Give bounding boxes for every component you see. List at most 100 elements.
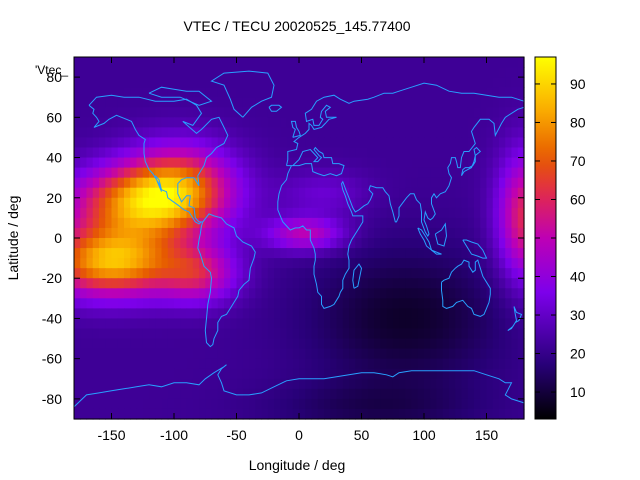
heatmap-cell [142, 328, 150, 340]
heatmap-cell [336, 388, 344, 400]
heatmap-cell [399, 157, 406, 169]
heatmap-cell [442, 328, 450, 340]
heatmap-cell [280, 207, 288, 219]
heatmap-cell [80, 318, 88, 330]
heatmap-cell [342, 187, 350, 199]
heatmap-cell [86, 167, 94, 179]
heatmap-cell [386, 147, 394, 159]
heatmap-cell [392, 278, 400, 289]
heatmap-cell [511, 258, 519, 269]
heatmap-cell [274, 107, 281, 118]
heatmap-cell [299, 77, 306, 88]
heatmap-cell [211, 57, 219, 68]
heatmap-cell [255, 167, 263, 179]
heatmap-cell [367, 338, 375, 350]
heatmap-cell [442, 77, 450, 88]
heatmap-cell [186, 268, 194, 279]
heatmap-cell [442, 127, 450, 139]
heatmap-cell [167, 348, 175, 360]
heatmap-cell [149, 67, 156, 78]
heatmap-cell [99, 147, 106, 159]
heatmap-cell [280, 398, 288, 410]
heatmap-cell [286, 258, 294, 269]
heatmap-cell [230, 268, 238, 279]
heatmap-cell [255, 318, 263, 330]
heatmap-cell [124, 368, 131, 380]
heatmap-cell [511, 388, 519, 400]
heatmap-cell [136, 248, 144, 259]
heatmap-cell [211, 288, 219, 299]
heatmap-cell [274, 67, 281, 78]
heatmap-cell [149, 147, 156, 159]
heatmap-cell [124, 187, 131, 199]
heatmap-cell [124, 298, 131, 309]
coastline-antarctica [73, 364, 525, 408]
heatmap-cell [161, 227, 169, 239]
heatmap-cell [305, 328, 313, 340]
heatmap-cell [455, 147, 463, 159]
heatmap-cell [380, 177, 388, 189]
heatmap-cell [105, 258, 113, 269]
heatmap-cell [474, 308, 481, 320]
heatmap-cell [480, 57, 488, 68]
heatmap-cell [336, 358, 344, 370]
heatmap-cell [336, 187, 344, 199]
heatmap-cell [374, 318, 381, 330]
heatmap-cell [274, 187, 281, 199]
heatmap-cell [236, 117, 244, 128]
heatmap-cell [86, 67, 94, 78]
heatmap-cell [292, 318, 300, 330]
heatmap-cell [124, 278, 131, 289]
heatmap-cell [405, 227, 413, 239]
heatmap-cell [449, 177, 456, 189]
heatmap-cell [174, 207, 181, 219]
heatmap-cell [199, 368, 206, 380]
heatmap-cell [111, 308, 119, 320]
heatmap-cell [199, 197, 206, 209]
heatmap-cell [399, 107, 406, 118]
heatmap-cell [224, 217, 231, 229]
heatmap-cell [249, 157, 256, 169]
heatmap-cell [411, 87, 419, 98]
coastlines [73, 70, 525, 408]
heatmap-cell [86, 268, 94, 279]
heatmap-cell [180, 157, 188, 169]
heatmap-cell [174, 137, 181, 149]
heatmap-cell [74, 167, 81, 179]
heatmap-cell [205, 398, 213, 410]
heatmap-cell [74, 318, 81, 330]
heatmap-cell [280, 248, 288, 259]
heatmap-cell [155, 358, 163, 370]
heatmap-cell [130, 227, 138, 239]
heatmap-cell [174, 278, 181, 289]
heatmap-cell [374, 238, 381, 249]
heatmap-cell [486, 328, 494, 340]
heatmap-cell [336, 227, 344, 239]
heatmap-cell [324, 107, 331, 118]
heatmap-cell [111, 167, 119, 179]
heatmap-cell [267, 217, 275, 229]
heatmap-cell [449, 258, 456, 269]
heatmap-cell [499, 308, 506, 320]
heatmap-cell [117, 268, 125, 279]
heatmap-cell [186, 358, 194, 370]
heatmap-cell [74, 57, 81, 68]
heatmap-cell [261, 107, 269, 118]
heatmap-cell [286, 147, 294, 159]
heatmap-cell [449, 268, 456, 279]
heatmap-cell [380, 398, 388, 410]
heatmap-cell [405, 338, 413, 350]
heatmap-cell [367, 97, 375, 108]
heatmap-cell [342, 217, 350, 229]
heatmap-cell [86, 227, 94, 239]
heatmap-cell [242, 117, 250, 128]
heatmap-cell [261, 248, 269, 259]
heatmap-cell [499, 57, 506, 68]
heatmap-cell [461, 328, 469, 340]
heatmap-cell [430, 57, 438, 68]
heatmap-cell [299, 288, 306, 299]
heatmap-cell [267, 258, 275, 269]
heatmap-cell [511, 338, 519, 350]
heatmap-cell [442, 97, 450, 108]
heatmap-cell [474, 338, 481, 350]
